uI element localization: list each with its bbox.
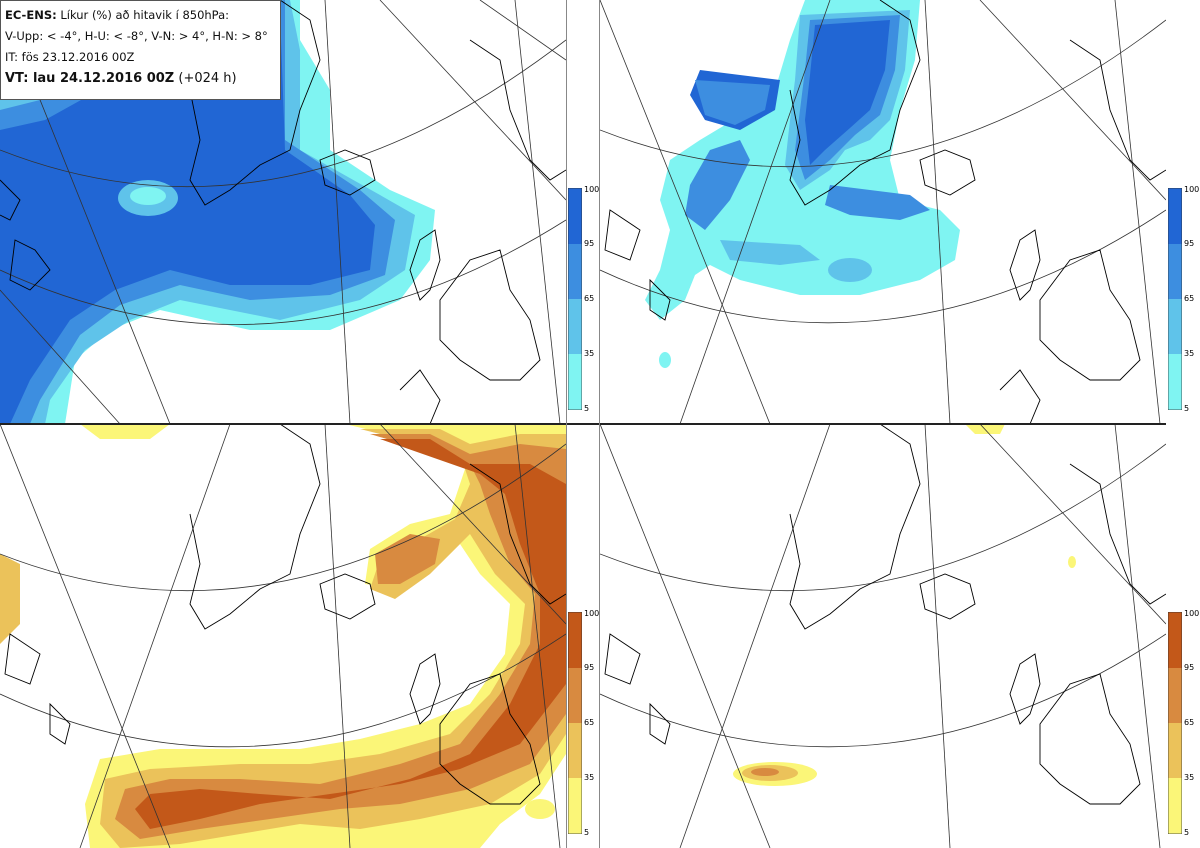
legend-tick: 5 xyxy=(584,828,590,837)
map-panel-top-left xyxy=(0,0,566,424)
initial-time: IT: fös 23.12.2016 00Z xyxy=(5,50,135,64)
valid-offset: (+024 h) xyxy=(178,71,237,86)
title-box: EC-ENS: Líkur (%) að hitavik í 850hPa: V… xyxy=(0,0,281,100)
map-warm-4 xyxy=(0,424,566,848)
vertical-divider-left xyxy=(566,0,567,848)
valid-time: VT: lau 24.12.2016 00Z xyxy=(5,71,175,86)
colorbar-cold xyxy=(567,187,583,411)
legend-tick: 35 xyxy=(1184,349,1195,358)
legend-tick: 100 xyxy=(1184,609,1200,618)
title-line-1: EC-ENS: Líkur (%) að hitavik í 850hPa: xyxy=(5,5,276,26)
legend-tick: 95 xyxy=(1184,239,1195,248)
map-panel-top-right xyxy=(600,0,1166,424)
legend-tick: 35 xyxy=(1184,773,1195,782)
legend-top-right: 100 95 65 35 5 xyxy=(1167,185,1200,413)
legend-bottom-right: 100 95 65 35 5 xyxy=(1167,609,1200,837)
legend-tick: 65 xyxy=(584,718,595,727)
legend-tick: 5 xyxy=(1184,828,1190,837)
legend-tick: 35 xyxy=(584,349,595,358)
legend-tick: 65 xyxy=(584,294,595,303)
legend-tick: 35 xyxy=(584,773,595,782)
colorbar-cold xyxy=(1167,187,1183,411)
colorbar-warm xyxy=(1167,611,1183,835)
thresholds: V-Upp: < -4°, H-U: < -8°, V-N: > 4°, H-N… xyxy=(5,29,268,43)
legend-tick: 65 xyxy=(1184,294,1195,303)
legend-tick: 95 xyxy=(584,239,595,248)
colorbar-warm xyxy=(567,611,583,835)
product-name: EC-ENS: xyxy=(5,8,57,22)
legend-tick: 65 xyxy=(1184,718,1195,727)
title-line-4: VT: lau 24.12.2016 00Z (+024 h) xyxy=(5,68,276,89)
legend-tick: 100 xyxy=(584,185,600,194)
map-cold-8 xyxy=(600,0,1166,424)
legend-tick: 95 xyxy=(584,663,595,672)
legend-tick: 95 xyxy=(1184,663,1195,672)
map-panel-bottom-left xyxy=(0,424,566,848)
description: Líkur (%) að hitavik í 850hPa: xyxy=(60,8,230,22)
legend-tick: 100 xyxy=(584,609,600,618)
legend-tick: 5 xyxy=(1184,404,1190,413)
vertical-divider-right xyxy=(599,0,600,848)
legend-bottom-left: 100 95 65 35 5 xyxy=(567,609,600,837)
legend-tick: 100 xyxy=(1184,185,1200,194)
horizontal-divider xyxy=(0,423,1166,425)
map-panel-bottom-right xyxy=(600,424,1166,848)
legend-top-left: 100 95 65 35 5 xyxy=(567,185,600,413)
legend-tick: 5 xyxy=(584,404,590,413)
map-cold-4 xyxy=(0,0,566,424)
map-warm-8 xyxy=(600,424,1166,848)
